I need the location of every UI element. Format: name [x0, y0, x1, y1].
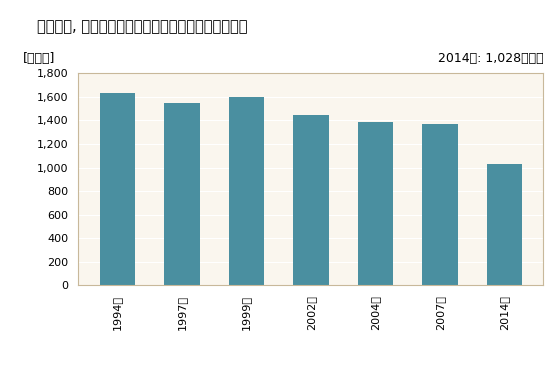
- Bar: [100, 93, 135, 285]
- Bar: [164, 103, 199, 285]
- Bar: [293, 115, 329, 285]
- Text: [事業所]: [事業所]: [22, 52, 55, 65]
- Bar: [228, 97, 264, 285]
- Bar: [358, 122, 393, 285]
- Text: 2014年: 1,028事業所: 2014年: 1,028事業所: [437, 52, 543, 65]
- Bar: [487, 164, 522, 285]
- Text: 建築材料, 鉱物･金属材料等卸売業の事業所数の推移: 建築材料, 鉱物･金属材料等卸売業の事業所数の推移: [36, 19, 247, 34]
- Bar: [422, 124, 458, 285]
